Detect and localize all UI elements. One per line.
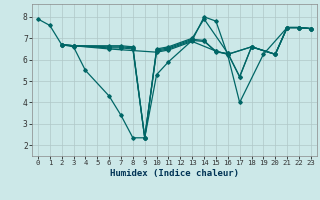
X-axis label: Humidex (Indice chaleur): Humidex (Indice chaleur) xyxy=(110,169,239,178)
